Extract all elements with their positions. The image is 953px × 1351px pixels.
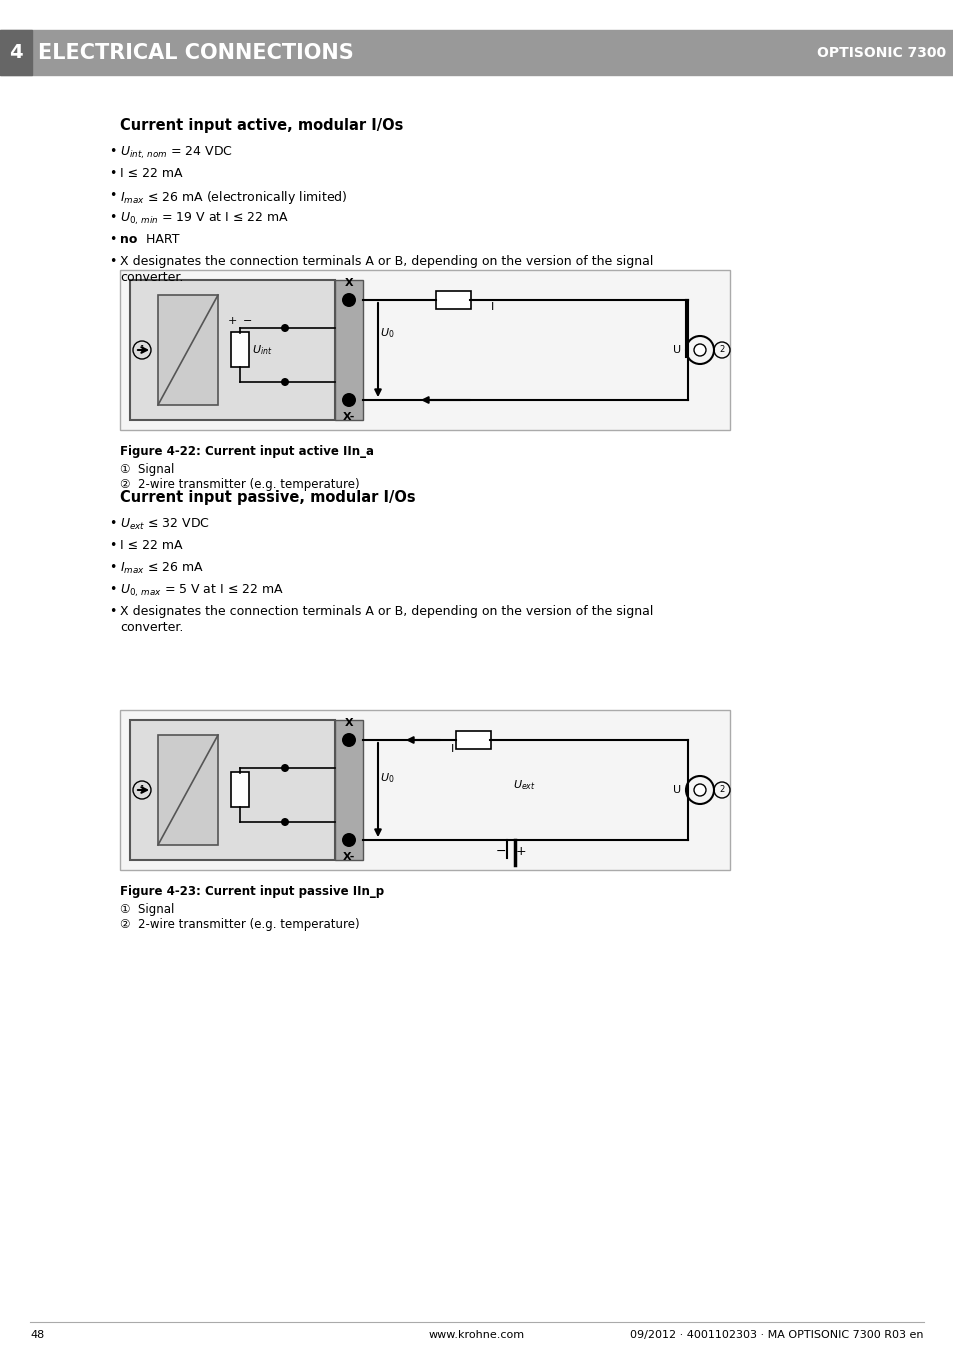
Circle shape xyxy=(693,784,705,796)
Text: •: • xyxy=(110,168,116,180)
Circle shape xyxy=(341,834,355,847)
Text: $U_{int,\,nom}$ = 24 VDC: $U_{int,\,nom}$ = 24 VDC xyxy=(120,145,233,161)
Text: 48: 48 xyxy=(30,1329,44,1340)
Bar xyxy=(0,30,32,76)
Bar xyxy=(158,295,218,405)
Bar xyxy=(120,711,729,870)
Circle shape xyxy=(281,817,289,825)
Circle shape xyxy=(341,734,355,747)
Text: www.krohne.com: www.krohne.com xyxy=(429,1329,524,1340)
Bar xyxy=(335,280,363,420)
Text: •: • xyxy=(110,539,116,553)
Text: $I_{max}$ ≤ 26 mA: $I_{max}$ ≤ 26 mA xyxy=(120,561,204,576)
Circle shape xyxy=(341,293,355,307)
Bar xyxy=(0,30,953,76)
Bar xyxy=(231,332,249,367)
Text: ①  Signal: ① Signal xyxy=(120,463,174,476)
Bar xyxy=(436,290,471,309)
Text: U: U xyxy=(672,345,680,355)
Text: 2: 2 xyxy=(719,785,724,794)
Circle shape xyxy=(281,324,289,332)
Text: •: • xyxy=(110,211,116,224)
Text: X designates the connection terminals A or B, depending on the version of the si: X designates the connection terminals A … xyxy=(120,255,653,267)
Bar xyxy=(130,720,335,861)
Text: •: • xyxy=(110,145,116,158)
Text: ①  Signal: ① Signal xyxy=(120,902,174,916)
Text: X: X xyxy=(344,278,353,288)
Text: I ≤ 22 mA: I ≤ 22 mA xyxy=(120,168,182,180)
Text: $I_{max}$ ≤ 26 mA (electronically limited): $I_{max}$ ≤ 26 mA (electronically limite… xyxy=(120,189,347,205)
Text: •: • xyxy=(110,189,116,203)
Text: Figure 4-23: Current input passive IIn_p: Figure 4-23: Current input passive IIn_p xyxy=(120,885,384,898)
Text: −: − xyxy=(496,844,506,858)
Text: $U_{ext}$: $U_{ext}$ xyxy=(513,778,536,792)
Text: $U_{0,\,min}$ = 19 V at I ≤ 22 mA: $U_{0,\,min}$ = 19 V at I ≤ 22 mA xyxy=(120,211,289,227)
Text: HART: HART xyxy=(142,232,179,246)
Text: •: • xyxy=(110,584,116,596)
Text: −: − xyxy=(243,316,253,326)
Text: $U_{int}$: $U_{int}$ xyxy=(252,343,273,357)
Text: X: X xyxy=(344,717,353,728)
Bar xyxy=(130,280,335,420)
Circle shape xyxy=(281,378,289,386)
Bar xyxy=(231,771,249,807)
Bar xyxy=(158,735,218,844)
Text: ②  2-wire transmitter (e.g. temperature): ② 2-wire transmitter (e.g. temperature) xyxy=(120,917,359,931)
Text: Current input passive, modular I/Os: Current input passive, modular I/Os xyxy=(120,490,416,505)
Text: +: + xyxy=(227,316,236,326)
Text: •: • xyxy=(110,255,116,267)
Circle shape xyxy=(341,393,355,407)
Text: 2: 2 xyxy=(719,346,724,354)
Text: +: + xyxy=(516,844,526,858)
Bar xyxy=(120,270,729,430)
Text: $U_{ext}$ ≤ 32 VDC: $U_{ext}$ ≤ 32 VDC xyxy=(120,517,210,532)
Bar xyxy=(335,720,363,861)
Text: $U_0$: $U_0$ xyxy=(379,326,395,340)
Text: U: U xyxy=(672,785,680,794)
Text: converter.: converter. xyxy=(120,272,183,284)
Text: $U_0$: $U_0$ xyxy=(379,771,395,785)
Text: I: I xyxy=(451,744,455,754)
Text: ②  2-wire transmitter (e.g. temperature): ② 2-wire transmitter (e.g. temperature) xyxy=(120,478,359,490)
Text: I: I xyxy=(491,303,494,312)
Text: X-: X- xyxy=(342,852,355,862)
Circle shape xyxy=(693,345,705,357)
Text: •: • xyxy=(110,605,116,617)
Text: converter.: converter. xyxy=(120,621,183,634)
Text: $U_{0,\,max}$ = 5 V at I ≤ 22 mA: $U_{0,\,max}$ = 5 V at I ≤ 22 mA xyxy=(120,584,284,600)
Text: no: no xyxy=(120,232,137,246)
Text: ELECTRICAL CONNECTIONS: ELECTRICAL CONNECTIONS xyxy=(38,43,354,63)
Text: 4: 4 xyxy=(10,43,23,62)
Text: •: • xyxy=(110,232,116,246)
Text: 09/2012 · 4001102303 · MA OPTISONIC 7300 R03 en: 09/2012 · 4001102303 · MA OPTISONIC 7300… xyxy=(630,1329,923,1340)
Text: •: • xyxy=(110,517,116,530)
Text: Figure 4-22: Current input active IIn_a: Figure 4-22: Current input active IIn_a xyxy=(120,444,374,458)
Text: •: • xyxy=(110,561,116,574)
Text: Current input active, modular I/Os: Current input active, modular I/Os xyxy=(120,118,403,132)
Text: I ≤ 22 mA: I ≤ 22 mA xyxy=(120,539,182,553)
Text: OPTISONIC 7300: OPTISONIC 7300 xyxy=(816,46,945,59)
Text: X designates the connection terminals A or B, depending on the version of the si: X designates the connection terminals A … xyxy=(120,605,653,617)
Text: 1: 1 xyxy=(139,346,145,354)
Bar xyxy=(456,731,491,748)
Text: X-: X- xyxy=(342,412,355,422)
Text: 1: 1 xyxy=(139,785,145,794)
Circle shape xyxy=(281,765,289,771)
